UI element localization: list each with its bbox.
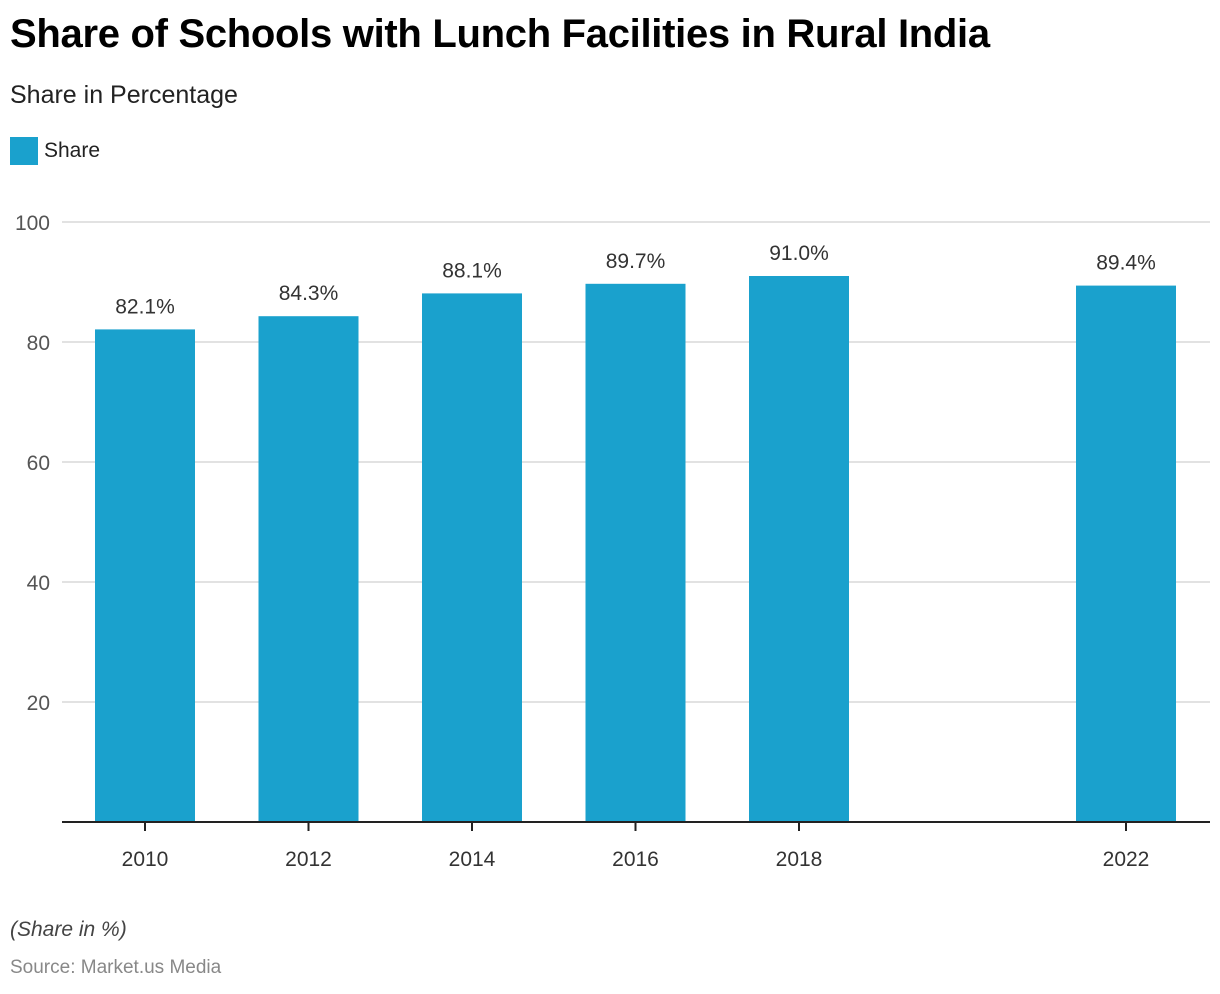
x-tick-label-2012: 2012 xyxy=(285,848,332,871)
y-axis-ticks: 20 40 60 80 100 xyxy=(15,212,50,715)
legend: Share xyxy=(10,137,100,165)
legend-swatch-share xyxy=(10,137,38,165)
x-tick-label-2018: 2018 xyxy=(776,848,823,871)
x-tick-label-2022: 2022 xyxy=(1103,848,1150,871)
data-label-2012: 84.3% xyxy=(279,282,339,305)
data-label-2010: 82.1% xyxy=(115,295,175,318)
footnote: (Share in %) xyxy=(10,918,127,941)
chart-title: Share of Schools with Lunch Facilities i… xyxy=(10,12,990,56)
y-tick-label-100: 100 xyxy=(15,212,50,235)
data-label-2018: 91.0% xyxy=(769,242,829,265)
data-label-2016: 89.7% xyxy=(606,250,666,273)
y-tick-label-20: 20 xyxy=(27,692,50,715)
bar-2016 xyxy=(585,283,686,822)
bar-2012 xyxy=(258,316,359,822)
x-tick-label-2010: 2010 xyxy=(122,848,169,871)
bar-2010 xyxy=(95,329,195,822)
legend-label-share: Share xyxy=(44,139,101,162)
x-axis: 2010 2012 2014 2016 2018 2022 xyxy=(62,821,1210,871)
chart-subtitle: Share in Percentage xyxy=(10,81,238,109)
y-tick-label-40: 40 xyxy=(27,572,50,595)
bar-2014 xyxy=(422,293,522,822)
y-tick-label-60: 60 xyxy=(27,452,50,475)
x-tick-label-2014: 2014 xyxy=(449,848,496,871)
bars xyxy=(95,276,1176,823)
bar-2018 xyxy=(749,276,849,822)
data-labels: 82.1% 84.3% 88.1% 89.7% 91.0% 89.4% xyxy=(115,242,1156,318)
y-tick-label-80: 80 xyxy=(27,332,50,355)
data-label-2022: 89.4% xyxy=(1096,252,1156,275)
source-credit: Source: Market.us Media xyxy=(10,957,222,978)
data-label-2014: 88.1% xyxy=(442,259,502,282)
bar-2022 xyxy=(1076,285,1176,823)
x-tick-label-2016: 2016 xyxy=(612,848,659,871)
